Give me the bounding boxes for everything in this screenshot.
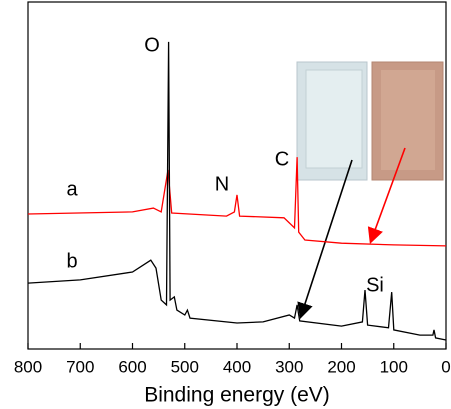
x-tick-label: 300 — [275, 357, 303, 376]
photo-coated-inner — [381, 70, 435, 170]
x-tick-label: 500 — [171, 357, 199, 376]
annotation: Si — [366, 274, 384, 296]
arrow — [367, 147, 406, 245]
annotation: N — [215, 173, 229, 195]
x-tick-label: 100 — [380, 357, 408, 376]
x-axis-label: Binding energy (eV) — [144, 384, 330, 407]
x-tick-label: 400 — [223, 357, 251, 376]
x-tick-label: 700 — [66, 357, 94, 376]
annotation: C — [275, 148, 289, 170]
arrow — [297, 159, 353, 320]
series-label: a — [66, 178, 78, 200]
x-tick-label: 800 — [14, 357, 42, 376]
series-label: b — [66, 250, 77, 272]
photo-glass-inner — [305, 69, 363, 169]
annotation: O — [144, 34, 160, 56]
x-tick-label: 0 — [441, 357, 450, 376]
spectrum-line — [27, 157, 447, 247]
x-tick-label: 600 — [118, 357, 146, 376]
spectrum-line — [27, 41, 447, 341]
x-tick-label: 200 — [327, 357, 355, 376]
